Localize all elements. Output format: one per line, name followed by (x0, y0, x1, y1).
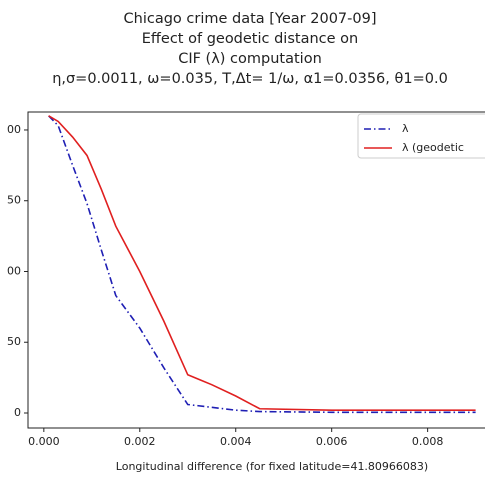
chart-title: Chicago crime data [Year 2007-09] (124, 11, 377, 27)
y-tick-label: 00 (7, 264, 21, 277)
chart-title: Effect of geodetic distance on (142, 31, 358, 47)
x-axis-label: Longitudinal difference (for fixed latit… (116, 460, 428, 473)
y-tick-label: 0 (14, 406, 21, 419)
chart-title: CIF (λ) computation (178, 51, 322, 67)
y-tick-label: 50 (7, 194, 21, 207)
line-series (48, 115, 476, 414)
chart-title: η,σ=0.0011, ω=0.035, T,Δt= 1/ω, α1=0.035… (52, 71, 448, 87)
y-tick-label: 50 (7, 335, 21, 348)
legend-label: λ (402, 122, 409, 135)
x-tick-label: 0.006 (316, 435, 348, 448)
legend-box (357, 113, 485, 159)
x-tick-label: 0.000 (28, 435, 60, 448)
legend-label: λ (geodetic (402, 141, 464, 154)
plot-frame (27, 111, 485, 429)
x-tick-label: 0.008 (412, 435, 444, 448)
x-tick-label: 0.002 (124, 435, 156, 448)
x-tick-label: 0.004 (220, 435, 252, 448)
y-tick-label: 00 (7, 123, 21, 136)
line-series (48, 115, 476, 411)
